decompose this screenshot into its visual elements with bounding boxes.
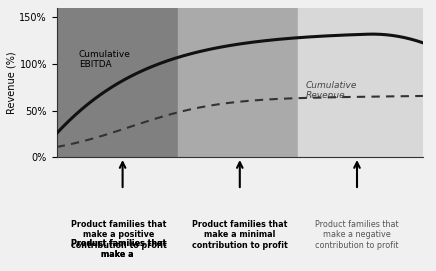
Text: Cumulative
EBITDA: Cumulative EBITDA: [78, 50, 130, 69]
Text: Product families that
make a negative
contribution to profit: Product families that make a negative co…: [315, 220, 399, 250]
Text: Product families that
make a: Product families that make a: [71, 239, 167, 259]
Text: Product families that
make a positive
contribution to profit: Product families that make a positive co…: [71, 220, 167, 250]
Bar: [57, 8, 177, 157]
Bar: [177, 8, 298, 157]
Text: Cumulative
Revenue: Cumulative Revenue: [306, 81, 357, 100]
Bar: [298, 8, 423, 157]
Y-axis label: Revenue (%): Revenue (%): [7, 51, 17, 114]
Text: Product families that
make a: Product families that make a: [71, 239, 167, 259]
Text: Product families that
make a minimal
contribution to profit: Product families that make a minimal con…: [192, 220, 288, 250]
